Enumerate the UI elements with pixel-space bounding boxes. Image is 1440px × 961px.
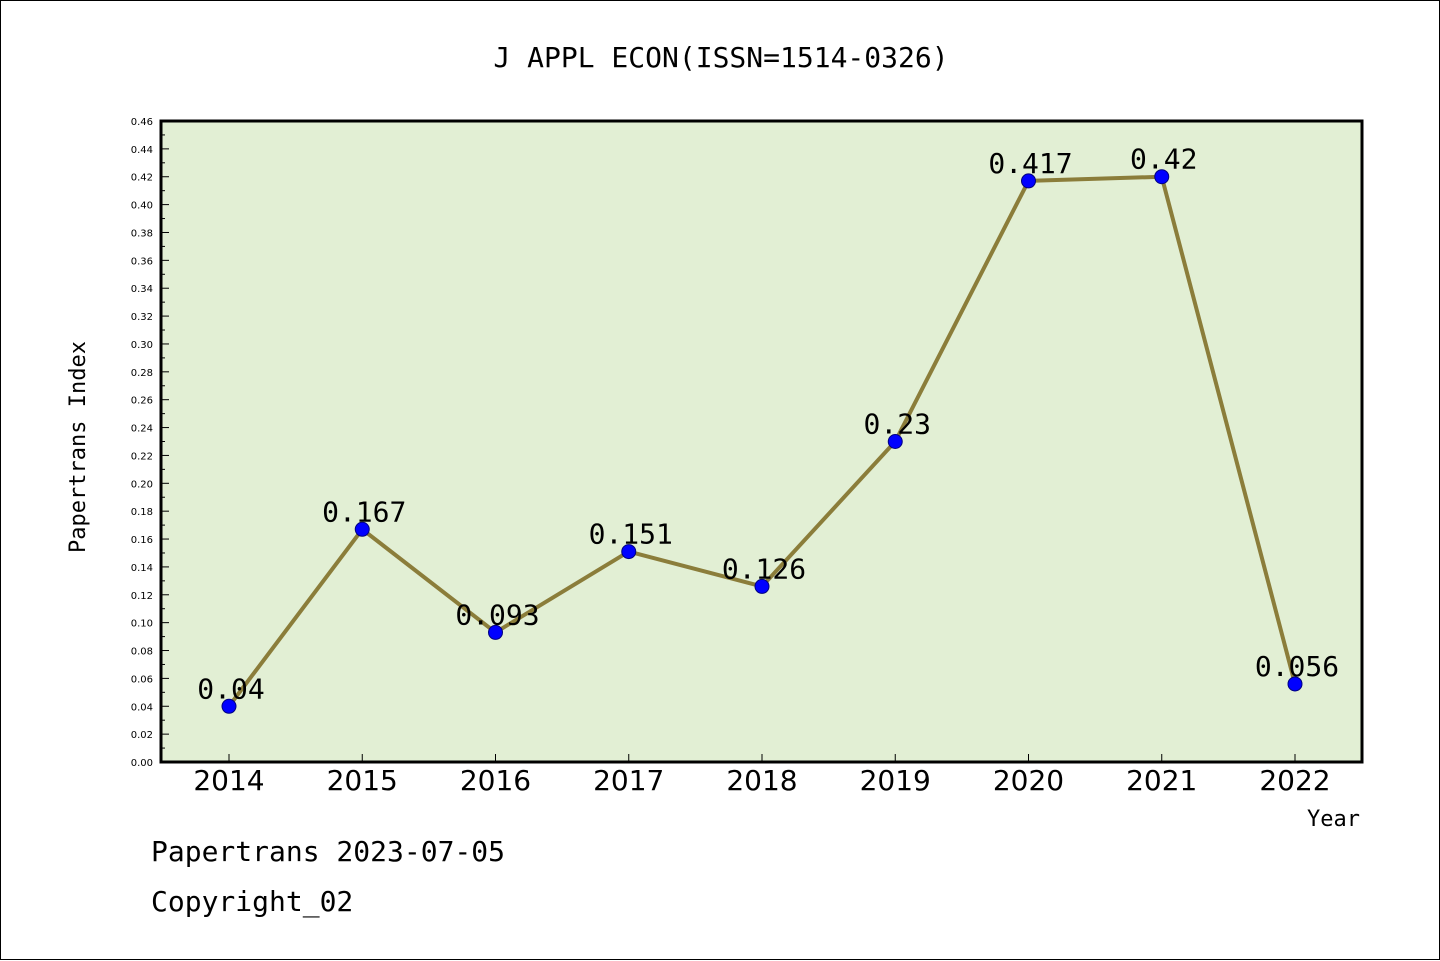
footer-copyright-text: Copyright_02 [151, 885, 354, 918]
x-tick-label: 2014 [193, 764, 264, 797]
x-tick-label: 2021 [1126, 764, 1197, 797]
y-tick-label: 0.30 [131, 340, 153, 351]
data-point [488, 624, 503, 640]
y-tick-label: 0.26 [131, 396, 153, 407]
footer-date-text: Papertrans 2023-07-05 [151, 835, 506, 868]
y-tick-label: 0.14 [131, 563, 153, 574]
x-axis: 2014 2015 2016 2017 2018 2019 2020 2021 2022 [193, 754, 1331, 797]
y-tick-label: 0.40 [131, 201, 153, 212]
data-point [754, 578, 770, 594]
data-label: 0.42 [1130, 143, 1197, 176]
y-tick-label: 0.22 [131, 451, 153, 462]
x-tick-label: 2022 [1259, 764, 1330, 797]
y-tick-label: 0.10 [131, 619, 153, 630]
data-point [1154, 169, 1170, 185]
y-tick-label: 0.12 [131, 591, 153, 602]
data-label: 0.23 [864, 408, 931, 441]
data-point [1287, 676, 1303, 692]
data-label: 0.056 [1255, 650, 1339, 683]
y-tick-label: 0.42 [131, 173, 153, 184]
data-point [621, 544, 637, 560]
y-tick-label: 0.04 [131, 702, 153, 713]
y-tick-label: 0.02 [131, 730, 153, 741]
chart-title: J APPL ECON(ISSN=1514-0326) [493, 41, 948, 74]
x-tick-label: 2015 [327, 764, 398, 797]
x-tick-label: 2017 [593, 764, 664, 797]
y-tick-label: 0.38 [131, 228, 153, 239]
x-axis-label: Year [1307, 807, 1360, 832]
y-tick-label: 0.18 [131, 507, 153, 518]
plot-area [159, 119, 1364, 764]
x-tick-label: 2020 [993, 764, 1064, 797]
data-label: 0.04 [197, 672, 264, 705]
y-tick-label: 0.44 [131, 145, 153, 156]
data-point [1021, 173, 1036, 189]
y-tick-label: 0.24 [131, 424, 153, 435]
y-tick-label: 0.32 [131, 312, 153, 323]
x-tick-label: 2016 [460, 764, 531, 797]
data-labels: 0.04 0.167 0.093 0.151 0.126 0.23 0.417 0.42 0.0… [197, 143, 1339, 706]
data-point [221, 698, 237, 714]
y-tick-label: 0.36 [131, 256, 153, 267]
data-label: 0.151 [589, 518, 673, 551]
y-tick-label: 0.16 [131, 535, 153, 546]
y-tick-label: 0.34 [131, 284, 153, 295]
x-tick-label: 2019 [860, 764, 931, 797]
y-tick-label: 0.08 [131, 647, 153, 658]
y-tick-label: 0.20 [131, 479, 153, 490]
data-label: 0.126 [722, 552, 806, 585]
data-points [221, 169, 1303, 714]
y-tick-label: 0.46 [131, 117, 153, 128]
y-axis-label: Papertrans Index [66, 341, 91, 553]
data-point [887, 434, 903, 449]
x-tick-label: 2018 [726, 764, 797, 797]
y-axis: 0.00 0.02 0.04 0.06 0.08 0.10 0.12 0.14 0.16 0.18… [131, 117, 169, 769]
y-tick-label: 0.06 [131, 674, 153, 685]
data-label: 0.417 [988, 147, 1072, 180]
data-point [354, 521, 370, 537]
y-tick-label: 0.28 [131, 368, 153, 379]
y-tick-label: 0.00 [131, 758, 153, 769]
data-label: 0.093 [455, 598, 539, 631]
data-label: 0.167 [322, 495, 406, 528]
